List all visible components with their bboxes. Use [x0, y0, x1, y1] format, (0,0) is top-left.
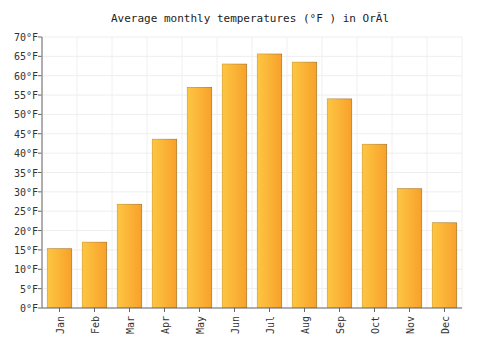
bar — [432, 223, 457, 308]
x-tick-label: Jan — [55, 316, 66, 334]
bar — [292, 62, 317, 308]
tick-mark — [38, 56, 42, 57]
x-tick-mark — [374, 308, 375, 312]
bar — [187, 87, 212, 308]
tick-mark — [38, 230, 42, 231]
x-tick-label: Jul — [265, 316, 276, 334]
tick-mark — [38, 191, 42, 192]
tick-mark — [38, 95, 42, 96]
x-tick-label: Nov — [405, 316, 416, 334]
bar-shine — [362, 144, 387, 308]
tick-label: 30°F — [14, 187, 38, 198]
bar — [47, 249, 72, 308]
x-tick-label: Apr — [160, 316, 171, 334]
grid-line-vertical — [462, 37, 463, 308]
bar — [222, 64, 247, 308]
bar-shine — [187, 87, 212, 308]
chart: Average monthly temperatures (°F ) in Or… — [0, 0, 500, 350]
grid-line-vertical — [147, 37, 148, 308]
tick-label: 60°F — [14, 71, 38, 82]
grid-line-vertical — [42, 37, 43, 308]
grid-line-vertical — [392, 37, 393, 308]
x-tick-label: Dec — [440, 316, 451, 334]
x-tick-label: Feb — [90, 316, 101, 334]
x-tick-label: Aug — [300, 316, 311, 334]
x-tick-label: Mar — [125, 316, 136, 334]
tick-mark — [38, 308, 42, 309]
y-axis — [42, 37, 43, 308]
tick-mark — [38, 249, 42, 250]
bar — [82, 242, 107, 308]
tick-mark — [38, 153, 42, 154]
bar-shine — [327, 99, 352, 308]
grid-line-vertical — [112, 37, 113, 308]
x-tick-mark — [234, 308, 235, 312]
grid-line-vertical — [182, 37, 183, 308]
x-tick-label: Jun — [230, 316, 241, 334]
x-axis — [42, 308, 462, 309]
title: Average monthly temperatures (°F ) in Or… — [111, 12, 389, 25]
grid-line-vertical — [427, 37, 428, 308]
x-tick-mark — [59, 308, 60, 312]
tick-label: 50°F — [14, 109, 38, 120]
grid-line-vertical — [287, 37, 288, 308]
bar-shine — [222, 64, 247, 308]
tick-mark — [38, 288, 42, 289]
tick-label: 5°F — [20, 284, 38, 295]
tick-label: 70°F — [14, 32, 38, 43]
bar — [362, 144, 387, 308]
x-tick-label: May — [195, 316, 206, 334]
x-tick-mark — [269, 308, 270, 312]
grid-line-vertical — [77, 37, 78, 308]
x-tick-mark — [199, 308, 200, 312]
tick-mark — [38, 172, 42, 173]
bar-shine — [397, 189, 422, 308]
bar-shine — [82, 242, 107, 308]
tick-label: 25°F — [14, 206, 38, 217]
bar — [152, 139, 177, 308]
bar-shine — [432, 223, 457, 308]
tick-mark — [38, 114, 42, 115]
x-tick-label: Sep — [335, 316, 346, 334]
x-tick-mark — [444, 308, 445, 312]
bar-shine — [152, 139, 177, 308]
tick-mark — [38, 37, 42, 38]
tick-label: 65°F — [14, 51, 38, 62]
x-tick-mark — [94, 308, 95, 312]
bar-shine — [117, 204, 142, 308]
x-tick-label: Oct — [370, 316, 381, 334]
grid-line-vertical — [357, 37, 358, 308]
bar — [257, 54, 282, 308]
grid-line — [42, 308, 462, 309]
grid-line-vertical — [252, 37, 253, 308]
bar-shine — [257, 54, 282, 308]
x-tick-mark — [129, 308, 130, 312]
tick-mark — [38, 75, 42, 76]
tick-mark — [38, 269, 42, 270]
bar — [117, 204, 142, 308]
tick-label: 40°F — [14, 148, 38, 159]
tick-label: 45°F — [14, 129, 38, 140]
tick-mark — [38, 133, 42, 134]
x-tick-mark — [339, 308, 340, 312]
bars — [47, 54, 457, 308]
bar — [327, 99, 352, 308]
tick-label: 15°F — [14, 245, 38, 256]
tick-label: 35°F — [14, 168, 38, 179]
grid-line-vertical — [217, 37, 218, 308]
grid-line-vertical — [322, 37, 323, 308]
bar — [397, 189, 422, 308]
tick-label: 0°F — [20, 303, 38, 314]
tick-label: 55°F — [14, 90, 38, 101]
bar-shine — [47, 249, 72, 308]
bar-shine — [292, 62, 317, 308]
x-tick-mark — [164, 308, 165, 312]
tick-label: 10°F — [14, 264, 38, 275]
x-tick-mark — [304, 308, 305, 312]
x-tick-mark — [409, 308, 410, 312]
tick-label: 20°F — [14, 226, 38, 237]
tick-mark — [38, 211, 42, 212]
